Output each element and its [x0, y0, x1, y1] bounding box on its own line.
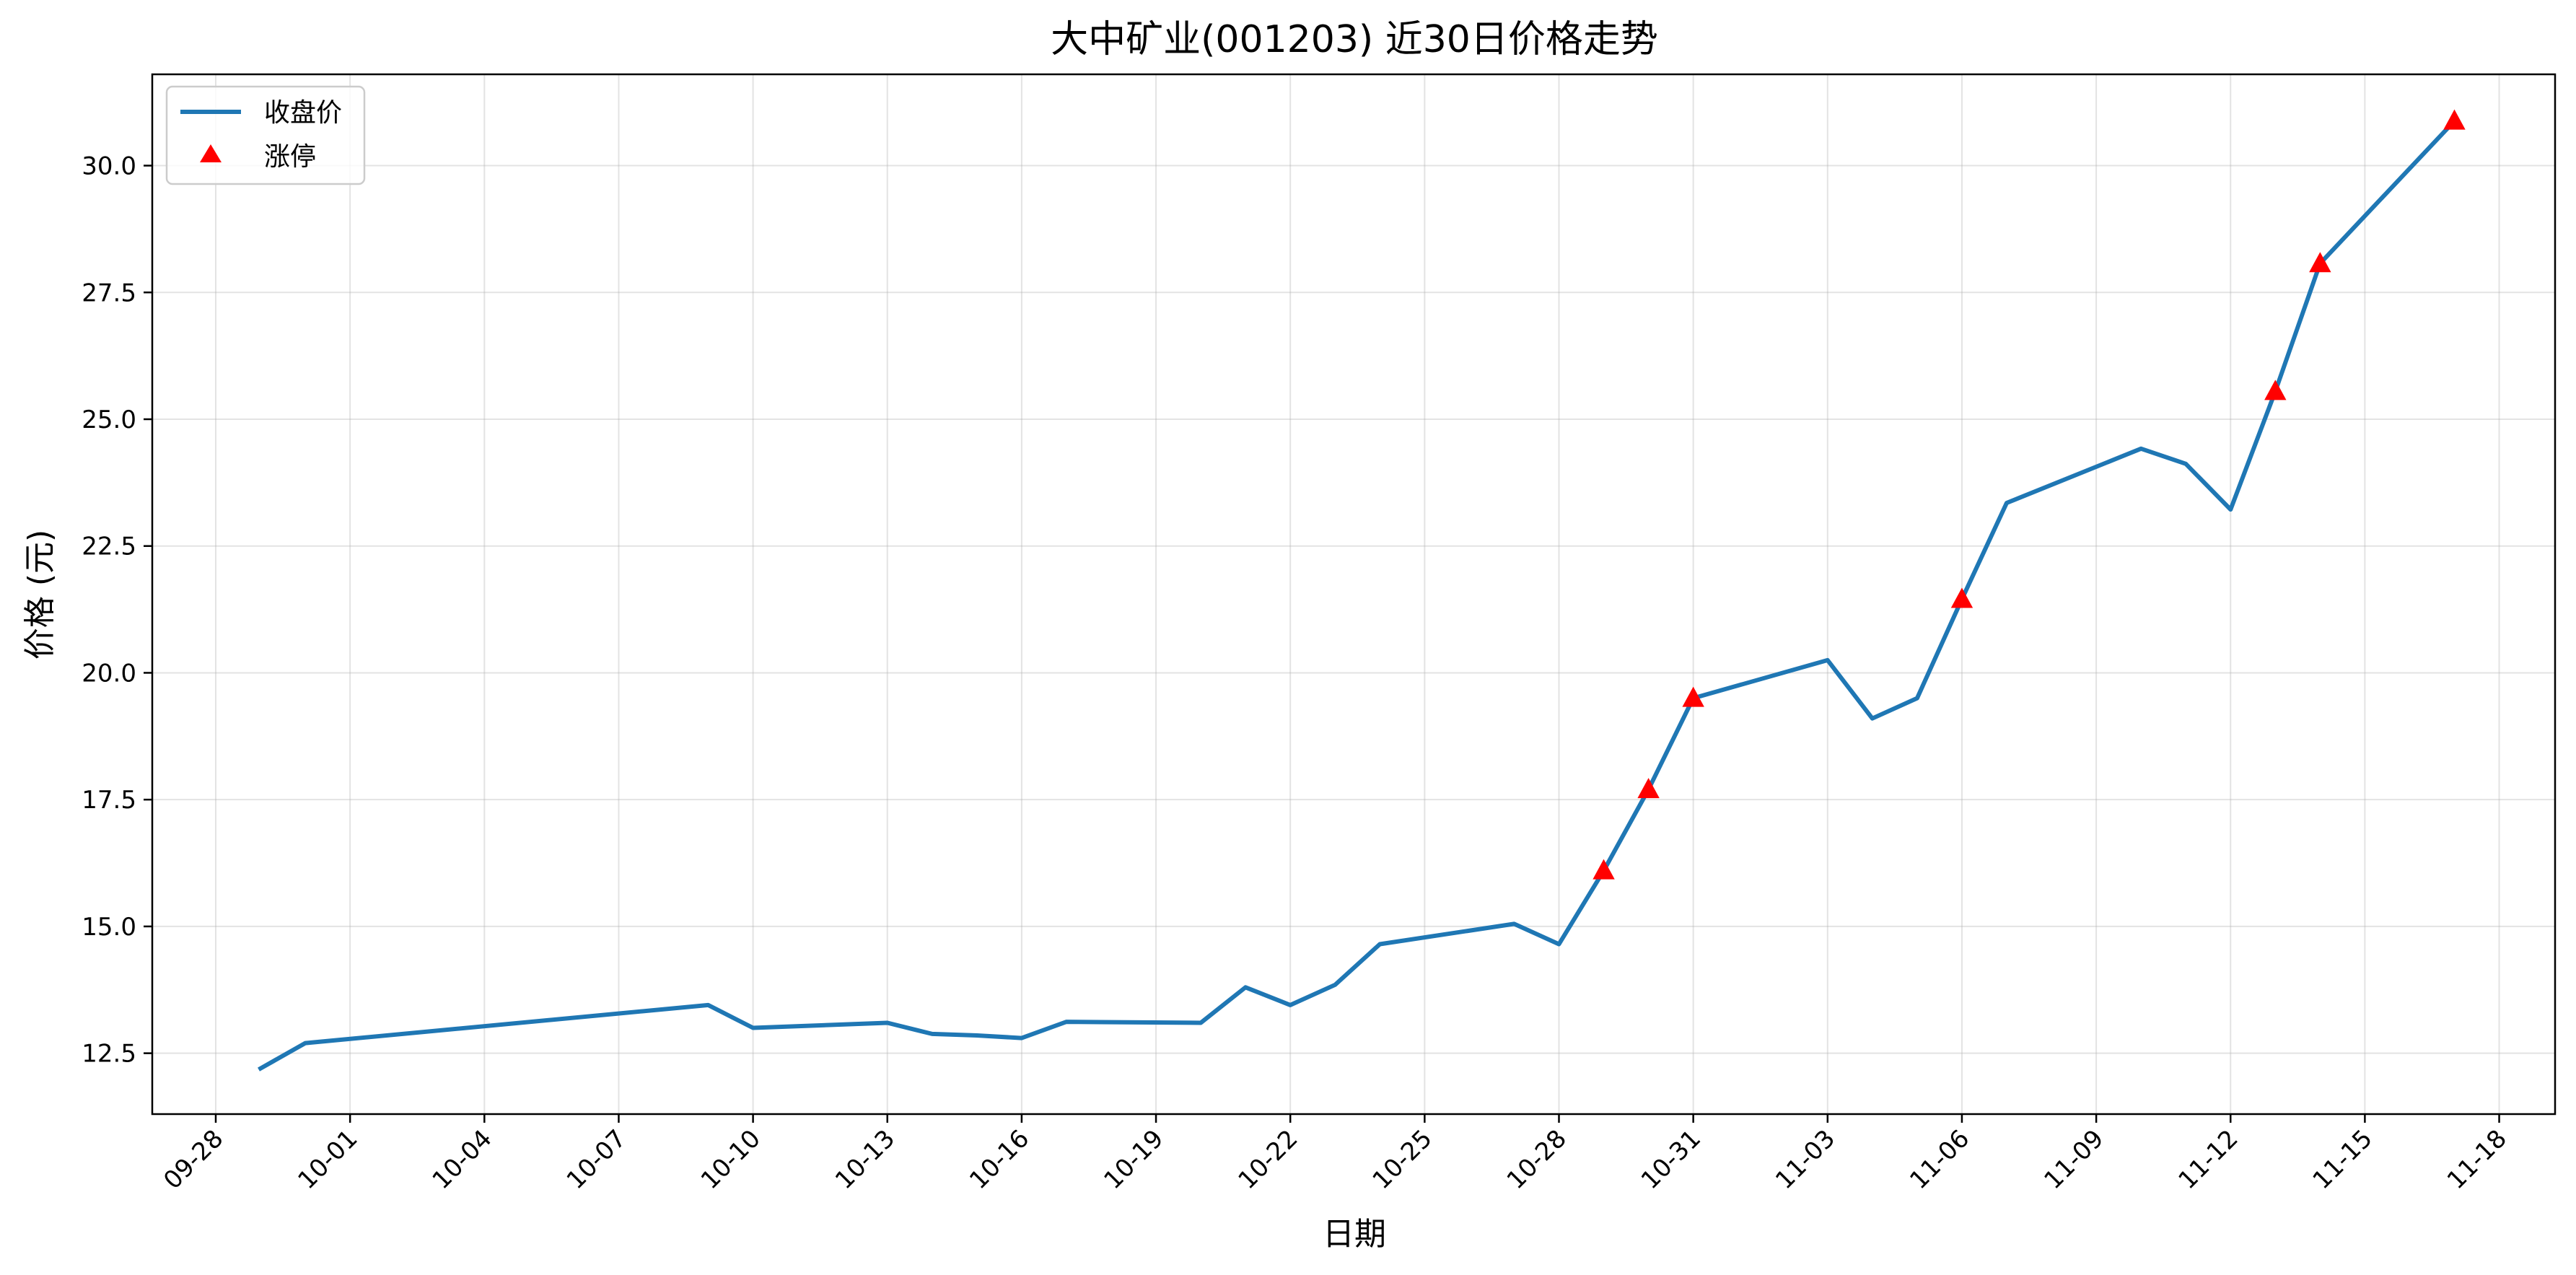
x-tick-label: 10-19	[1098, 1124, 1169, 1195]
legend-triangle-swatch	[200, 144, 222, 162]
x-tick-label: 11-09	[2038, 1124, 2109, 1195]
x-tick-label: 10-01	[292, 1124, 363, 1195]
x-tick-label: 11-15	[2308, 1124, 2378, 1195]
y-axis-label: 价格 (元)	[22, 530, 58, 660]
close-price-line	[258, 118, 2458, 1072]
y-tick-label: 15.0	[82, 913, 136, 942]
legend-label-close: 收盘价	[264, 98, 342, 128]
x-tick-label: 10-22	[1232, 1124, 1303, 1195]
y-tick-label: 12.5	[82, 1040, 136, 1069]
x-tick-label: 10-13	[830, 1124, 901, 1195]
x-tick-label: 10-25	[1367, 1124, 1438, 1195]
x-tick-label: 11-03	[1770, 1124, 1841, 1195]
series-layer	[258, 109, 2466, 1072]
x-tick-label: 10-16	[964, 1124, 1035, 1195]
limit-up-marker	[2309, 252, 2331, 273]
y-tick-label: 25.0	[82, 406, 136, 434]
x-tick-label: 10-10	[696, 1124, 766, 1195]
legend: 收盘价 涨停	[165, 85, 366, 185]
y-tick-label: 30.0	[82, 152, 136, 181]
y-axis: 12.5 15.0 17.5 20.0 22.5 25.0 27.5 30.0	[82, 152, 152, 1069]
y-tick-label: 27.5	[82, 279, 136, 307]
x-tick-label: 11-12	[2173, 1124, 2243, 1195]
y-tick-label: 17.5	[82, 786, 136, 815]
x-tick-label: 10-04	[427, 1124, 498, 1195]
y-tick-label: 20.0	[82, 659, 136, 688]
x-axis-label: 日期	[1323, 1216, 1386, 1253]
x-tick-label: 10-28	[1502, 1124, 1572, 1195]
x-tick-label: 10-07	[561, 1124, 632, 1195]
x-tick-label: 09-28	[158, 1124, 229, 1195]
legend-label-limit-up: 涨停	[264, 142, 316, 172]
limit-up-marker	[1682, 686, 1704, 707]
limit-up-marker	[1593, 859, 1615, 880]
chart-title: 大中矿业(001203) 近30日价格走势	[1051, 18, 1658, 61]
limit-up-marker	[2443, 109, 2466, 130]
limit-up-marker	[2264, 380, 2287, 400]
x-tick-label: 11-06	[1904, 1124, 1975, 1195]
limit-up-marker	[1637, 778, 1660, 799]
grid	[152, 74, 2555, 1114]
x-tick-label: 11-18	[2442, 1124, 2513, 1195]
limit-up-marker	[1950, 587, 1973, 608]
x-axis: 09-28 10-01 10-04 10-07 10-10 10-13 10-16 10-19…	[158, 1114, 2513, 1195]
x-tick-label: 10-31	[1636, 1124, 1707, 1195]
plot-frame	[151, 73, 2557, 1116]
y-tick-label: 22.5	[82, 533, 136, 561]
